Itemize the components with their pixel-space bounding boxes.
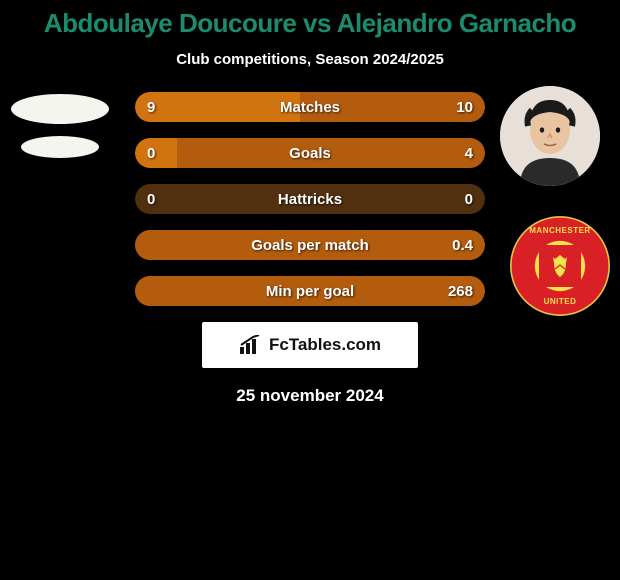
- stat-bars: 910Matches 04Goals 00Hattricks 0.4Goals per…: [135, 86, 485, 306]
- chart-icon: [239, 335, 263, 355]
- stat-row: 0.4Goals per match: [135, 230, 485, 260]
- crest-devil-icon: [539, 245, 581, 287]
- player-right-avatar: [500, 86, 600, 186]
- stat-row: 268Min per goal: [135, 276, 485, 306]
- crest-text-top: MANCHESTER: [529, 226, 590, 235]
- stat-label: Matches: [135, 92, 485, 122]
- site-label: FcTables.com: [269, 335, 381, 355]
- stat-label: Goals per match: [135, 230, 485, 260]
- stat-label: Hattricks: [135, 184, 485, 214]
- player-left-avatar: [10, 86, 110, 186]
- stat-label: Goals: [135, 138, 485, 168]
- date-label: 25 november 2024: [0, 368, 620, 424]
- avatar-photo: [500, 86, 600, 186]
- club-crest-icon: MANCHESTER UNITED: [510, 216, 610, 316]
- placeholder-ellipse-icon: [21, 136, 99, 158]
- crest-text-bottom: UNITED: [544, 297, 577, 306]
- content-area: MANCHESTER UNITED 910Matches 04Goals 00Hat…: [0, 86, 620, 424]
- stat-row: 910Matches: [135, 92, 485, 122]
- comparison-card: Abdoulaye Doucoure vs Alejandro Garnacho…: [0, 0, 620, 424]
- site-badge: FcTables.com: [202, 322, 418, 368]
- avatar-placeholder: [10, 86, 110, 186]
- page-title: Abdoulaye Doucoure vs Alejandro Garnacho: [0, 0, 620, 43]
- stat-row: 04Goals: [135, 138, 485, 168]
- placeholder-ellipse-icon: [11, 94, 109, 124]
- face-icon: [500, 86, 600, 186]
- stat-row: 00Hattricks: [135, 184, 485, 214]
- stat-label: Min per goal: [135, 276, 485, 306]
- subtitle: Club competitions, Season 2024/2025: [0, 43, 620, 86]
